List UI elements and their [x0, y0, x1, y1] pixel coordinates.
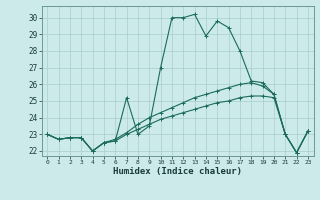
X-axis label: Humidex (Indice chaleur): Humidex (Indice chaleur) — [113, 167, 242, 176]
